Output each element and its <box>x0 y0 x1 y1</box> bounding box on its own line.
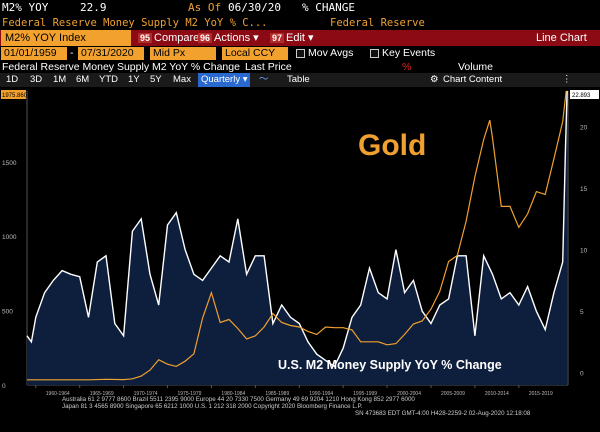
end-date-field[interactable]: 07/31/2020 <box>78 47 144 60</box>
start-date-field[interactable]: 01/01/1959 <box>1 47 67 60</box>
edit-label: Edit ▾ <box>286 32 314 44</box>
x-tick-label: 1985-1989 <box>265 391 289 397</box>
left-tick-label: 0 <box>2 383 6 390</box>
series-line-m2 <box>26 90 568 368</box>
range-ytd[interactable]: YTD <box>99 74 118 85</box>
right-tick-label: 20 <box>580 125 588 132</box>
range-3d[interactable]: 3D <box>30 74 43 85</box>
currency-select[interactable]: Local CCY <box>222 47 288 60</box>
x-tick-label: 1970-1974 <box>134 391 158 397</box>
mov-avgs-label: Mov Avgs <box>308 47 354 59</box>
params-row: 01/01/1959 - 07/31/2020 Mid Px Local CCY… <box>0 46 600 61</box>
legend-series1: Federal Reserve Money Supply M2 YoY % Ch… <box>2 61 240 73</box>
key-events-label: Key Events <box>382 47 436 59</box>
range-1y[interactable]: 1Y <box>128 74 140 85</box>
left-tick-label: 500 <box>2 309 13 316</box>
left-tick-label: 1000 <box>2 234 17 241</box>
last-value: 22.9 <box>80 1 107 14</box>
footer-line-2: Japan 81 3 4565 8900 Singapore 65 6212 1… <box>62 403 363 410</box>
line-chart: 1975.860 1500 1000 500 0 22.893 20 15 10 5 0 1960-1… <box>1 90 599 417</box>
x-tick-label: 2005-2009 <box>441 391 465 397</box>
toolbar: M2% YOY Index 95 Compare 96 Actions ▾ 97 Ed… <box>0 30 600 46</box>
table-button[interactable]: Table <box>287 74 310 85</box>
description-row: Federal Reserve Money Supply M2 YoY % C.… <box>0 16 600 30</box>
right-tick-label: 15 <box>580 186 588 193</box>
right-tick-flag <box>570 90 599 99</box>
more-icon[interactable]: ⋮ <box>562 74 572 85</box>
range-1d[interactable]: 1D <box>6 74 19 85</box>
source-label: Federal Reserve <box>330 17 425 29</box>
price-field-select[interactable]: Mid Px <box>150 47 216 60</box>
gold-annotation: Gold <box>358 129 426 162</box>
actions-label: Actions ▾ <box>214 32 259 44</box>
x-tick-label: 1965-1969 <box>90 391 114 397</box>
security-field[interactable]: M2% YOY Index <box>1 30 131 46</box>
x-tick-label: 1990-1994 <box>309 391 333 397</box>
as-of-label: As Of <box>188 1 222 14</box>
actions-num: 96 <box>198 33 213 43</box>
right-tick-label: 0 <box>580 371 584 378</box>
unit-label: % CHANGE <box>302 1 355 14</box>
footer-line-1: Australia 61 2 9777 8600 Brazil 5511 239… <box>62 396 415 403</box>
legend-last-price: Last Price <box>245 61 292 73</box>
chart-content-icon[interactable]: ⚙ <box>430 74 439 85</box>
right-tick-label: 10 <box>580 248 588 255</box>
x-tick-label: 1975-1979 <box>178 391 202 397</box>
view-title: Line Chart <box>536 32 587 44</box>
chart-style-icon[interactable]: 〜 <box>259 74 269 85</box>
security-header: M2% YOY 22.9 As Of 06/30/20 % CHANGE <box>0 0 600 16</box>
key-events-checkbox[interactable] <box>370 49 379 58</box>
series-line-gold <box>27 91 567 381</box>
compare-label: Compare <box>154 32 200 44</box>
edit-num: 97 <box>270 33 285 43</box>
compare-num: 95 <box>138 33 153 43</box>
series-description: Federal Reserve Money Supply M2 YoY % C.… <box>2 17 268 29</box>
range-1m[interactable]: 1M <box>53 74 67 85</box>
x-tick-label: 1980-1984 <box>221 391 245 397</box>
edit-button[interactable]: 97 Edit ▾ <box>270 30 314 46</box>
left-tick-label: 1975.860 <box>2 93 28 99</box>
legend-marker-icon: % <box>402 61 412 73</box>
chart-content-button[interactable]: Chart Content <box>443 74 503 85</box>
date-separator-icon: - <box>70 47 74 59</box>
chart-area: 1975.860 1500 1000 500 0 22.893 20 15 10 5 0 1960-1… <box>0 87 600 432</box>
x-tick-label: 2000-2004 <box>397 391 421 397</box>
compare-button[interactable]: 95 Compare <box>138 30 199 46</box>
left-tick-label: 1500 <box>2 160 17 167</box>
x-tick-label: 2010-2014 <box>485 391 509 397</box>
footer-line-3: SN 473683 EDT GMT-4:00 H428-2259-2 02-Au… <box>355 410 531 417</box>
ticker: M2% YOY <box>2 1 49 14</box>
as-of-date: 06/30/20 <box>228 1 281 14</box>
right-tick-label: 22.893 <box>572 93 591 99</box>
nav-row: 1D 3D 1M 6M YTD 1Y 5Y Max Quarterly ▾ 〜 … <box>0 73 600 87</box>
actions-button[interactable]: 96 Actions ▾ <box>198 30 259 46</box>
legend-volume: Volume <box>458 61 494 73</box>
right-tick-label: 5 <box>580 309 584 316</box>
x-tick-label: 1995-1999 <box>353 391 377 397</box>
m2-area <box>27 90 568 386</box>
legend-row: Federal Reserve Money Supply M2 YoY % Ch… <box>0 61 600 73</box>
range-max[interactable]: Max <box>173 74 191 85</box>
m2-annotation: U.S. M2 Money Supply YoY % Change <box>278 358 502 372</box>
x-tick-label: 1960-1964 <box>46 391 70 397</box>
range-6m[interactable]: 6M <box>76 74 90 85</box>
mov-avgs-checkbox[interactable] <box>296 49 305 58</box>
left-tick-flag <box>1 90 26 99</box>
frequency-select[interactable]: Quarterly ▾ <box>198 73 251 87</box>
range-5y[interactable]: 5Y <box>150 74 162 85</box>
x-tick-label: 2015-2019 <box>529 391 553 397</box>
